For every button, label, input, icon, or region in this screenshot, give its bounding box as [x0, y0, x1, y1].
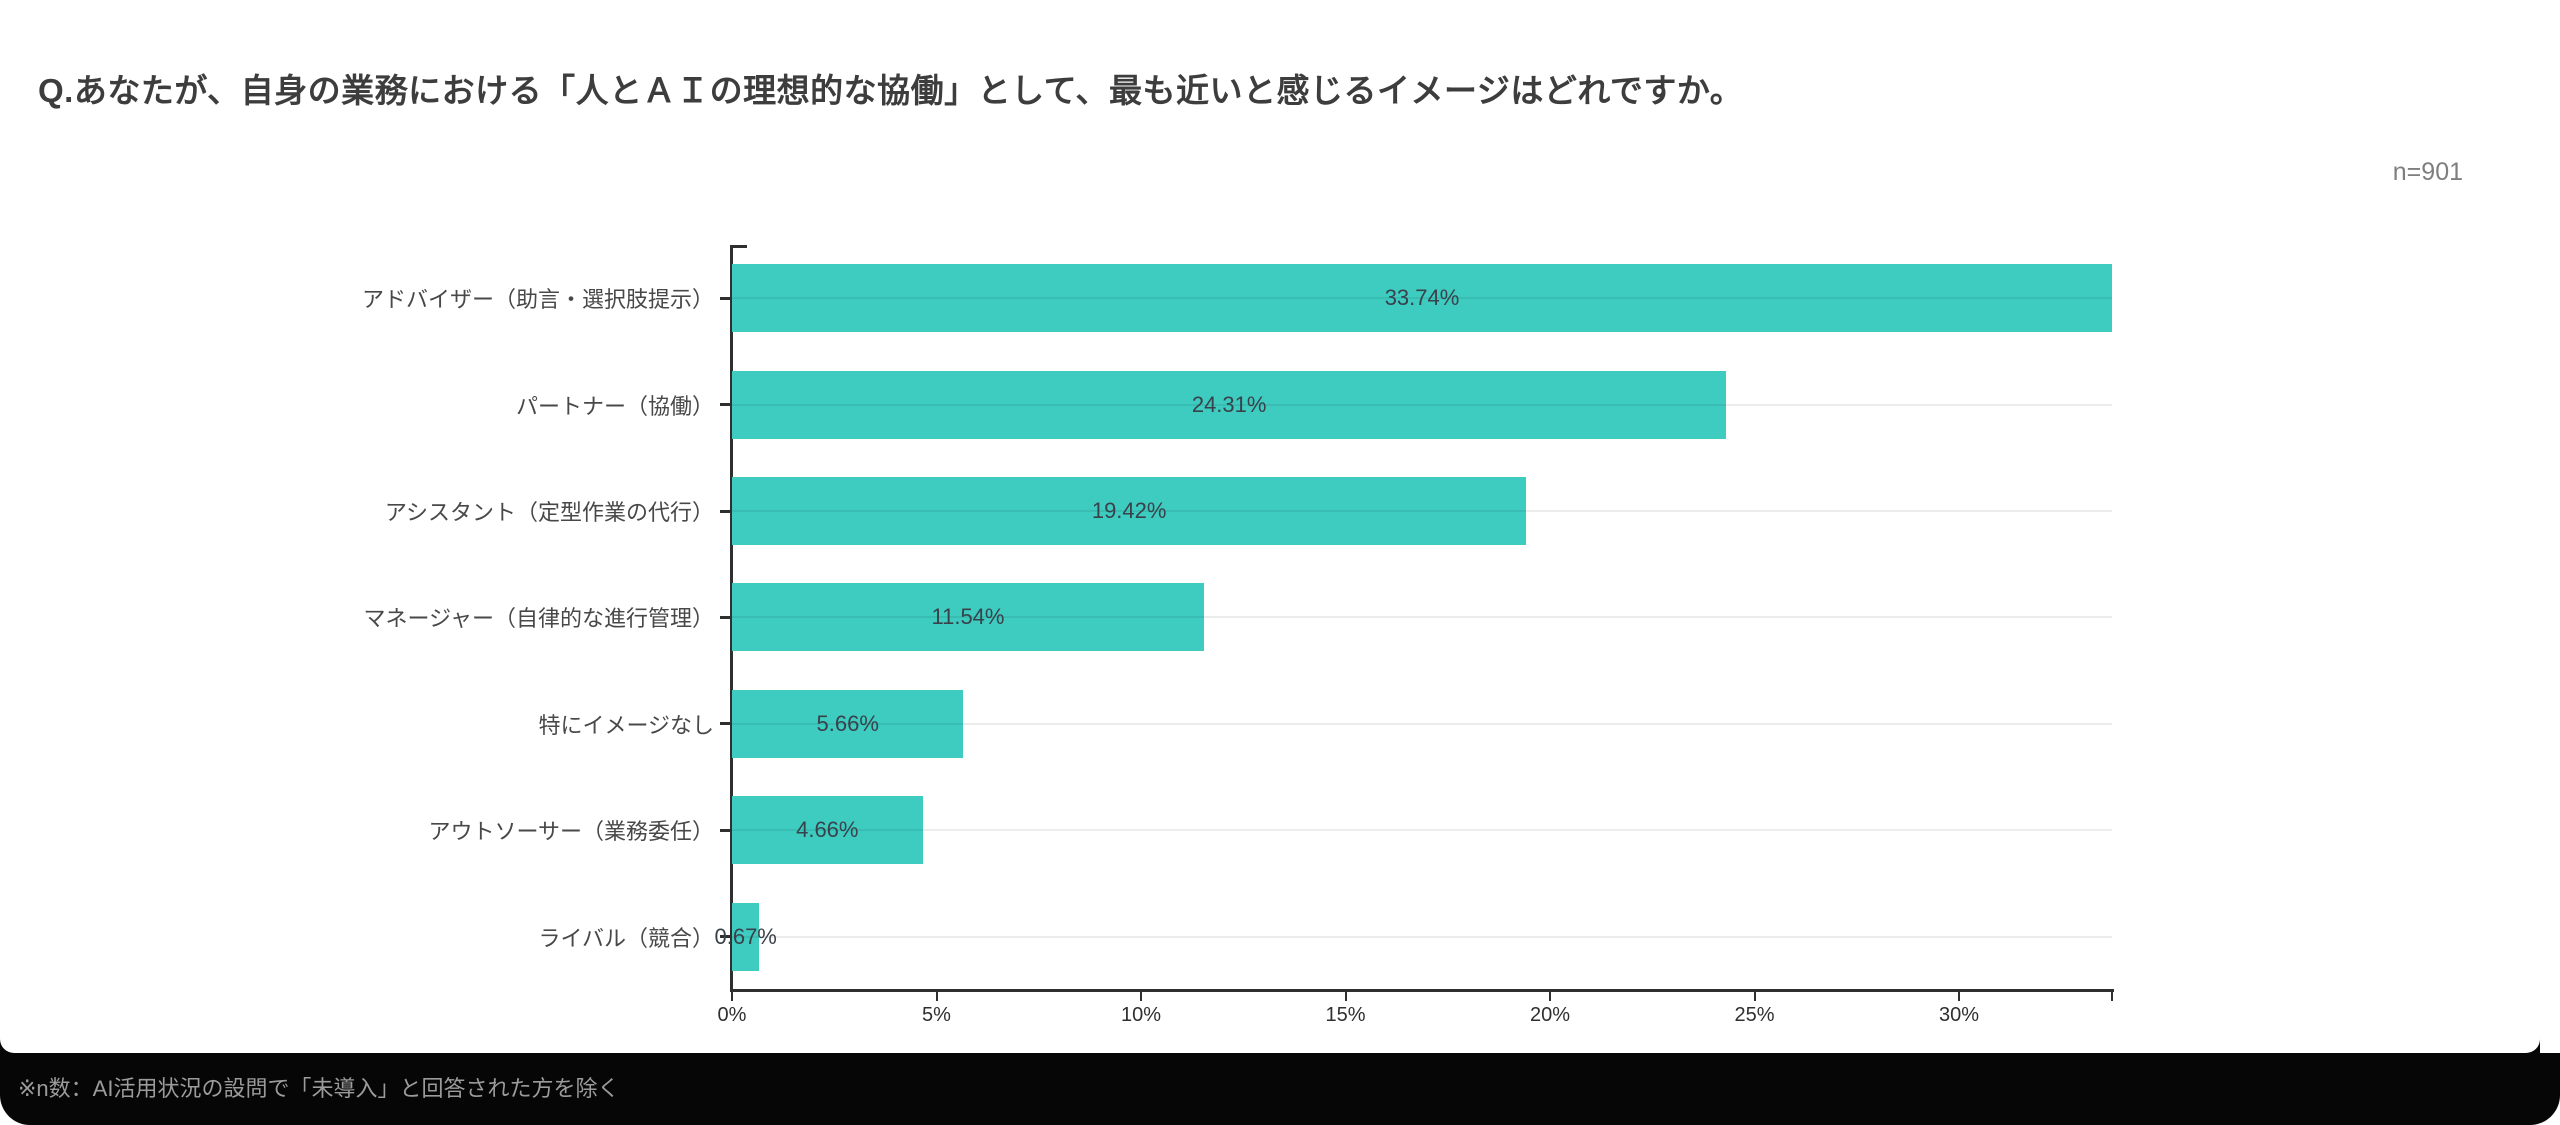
x-axis-tick — [1344, 990, 1347, 1001]
gridline — [732, 722, 2112, 725]
category-label: ライバル（競合） — [538, 925, 714, 951]
y-axis-tick — [720, 296, 732, 300]
y-axis-tick — [720, 722, 732, 726]
x-axis-tick — [935, 990, 938, 1001]
x-axis-tick-label: 30% — [1939, 1004, 1980, 1026]
bar-1 — [732, 370, 1727, 439]
gridline — [732, 616, 2112, 619]
x-axis-tick-label: 15% — [1325, 1004, 1366, 1026]
bar-value-label: 4.66% — [796, 817, 859, 843]
footnote-text: ※n数：AI活用状況の設問で「未導入」と回答された方を除く — [18, 1076, 620, 1101]
x-axis-tick-label: 10% — [1120, 1004, 1162, 1026]
bar-row: 5.66% 特にイメージなし — [538, 671, 2112, 777]
x-axis-tick-label: 25% — [1734, 1004, 1775, 1026]
gridline — [732, 935, 2112, 938]
x-axis-tick-label: 5% — [922, 1004, 951, 1026]
bar-row: 0.67% ライバル（競合） — [538, 884, 2112, 990]
x-axis-tick — [1753, 990, 1756, 1001]
x-axis-tick — [2111, 990, 2113, 1001]
bar-row: 19.42% アシスタント（定型作業の代行） — [385, 458, 2112, 564]
bar-value-label: 19.42% — [1091, 498, 1167, 524]
chart-title: Q.あなたが、自身の業務における「人とＡＩの理想的な協働」として、最も近いと感じ… — [38, 72, 1744, 109]
category-label: パートナー（協働） — [515, 393, 714, 419]
y-axis-tick — [720, 935, 732, 939]
bar-6 — [732, 902, 760, 971]
gridline — [732, 829, 2112, 832]
bar-row: 4.66% アウトソーサー（業務委任） — [428, 777, 2112, 883]
category-label: マネージャー（自律的な進行管理） — [363, 606, 714, 632]
bar-row: 33.74% アドバイザー（助言・選択肢提示） — [362, 245, 2112, 351]
gridline — [732, 510, 2112, 513]
footer-bar — [0, 1053, 2560, 1125]
bar-row: 11.54% マネージャー（自律的な進行管理） — [364, 564, 2112, 670]
x-axis-tick — [1140, 990, 1142, 1001]
y-axis-tick — [720, 828, 732, 832]
bar-value-label: 33.74% — [1384, 285, 1460, 311]
bar-value-label: 0.67% — [714, 923, 777, 949]
y-axis-end-tick — [732, 245, 747, 248]
bar-3 — [732, 583, 1204, 652]
x-axis-tick-label: 0% — [717, 1004, 747, 1026]
sample-size-label: n=901 — [2392, 158, 2463, 186]
y-axis-tick — [720, 509, 732, 513]
plot-area: 33.74% アドバイザー（助言・選択肢提示） 24.31% パートナー（協働） 19.… — [362, 245, 2114, 1026]
gridline — [732, 297, 2112, 300]
y-axis-tick — [720, 615, 732, 619]
x-axis-tick — [1549, 990, 1552, 1001]
category-label: 特にイメージなし — [538, 712, 714, 738]
category-label: アシスタント（定型作業の代行） — [384, 500, 714, 526]
x-axis-tick — [1958, 990, 1961, 1001]
bar-value-label: 11.54% — [931, 604, 1005, 630]
x-axis-tick-label: 20% — [1530, 1004, 1571, 1026]
x-axis-tick — [731, 990, 733, 1001]
bar-0 — [732, 264, 2112, 333]
bar-value-label: 24.31% — [1191, 391, 1267, 417]
y-axis-tick — [720, 403, 732, 407]
category-label: アウトソーサー（業務委任） — [428, 819, 714, 845]
bar-4 — [732, 689, 964, 758]
category-label: アドバイザー（助言・選択肢提示） — [361, 287, 714, 313]
bar-value-label: 5.66% — [816, 710, 879, 736]
x-axis-line — [730, 989, 2114, 992]
bar-row: 24.31% パートナー（協働） — [516, 351, 2112, 457]
bar-2 — [732, 477, 1527, 546]
bar-5 — [732, 796, 923, 865]
gridline — [732, 403, 2112, 406]
